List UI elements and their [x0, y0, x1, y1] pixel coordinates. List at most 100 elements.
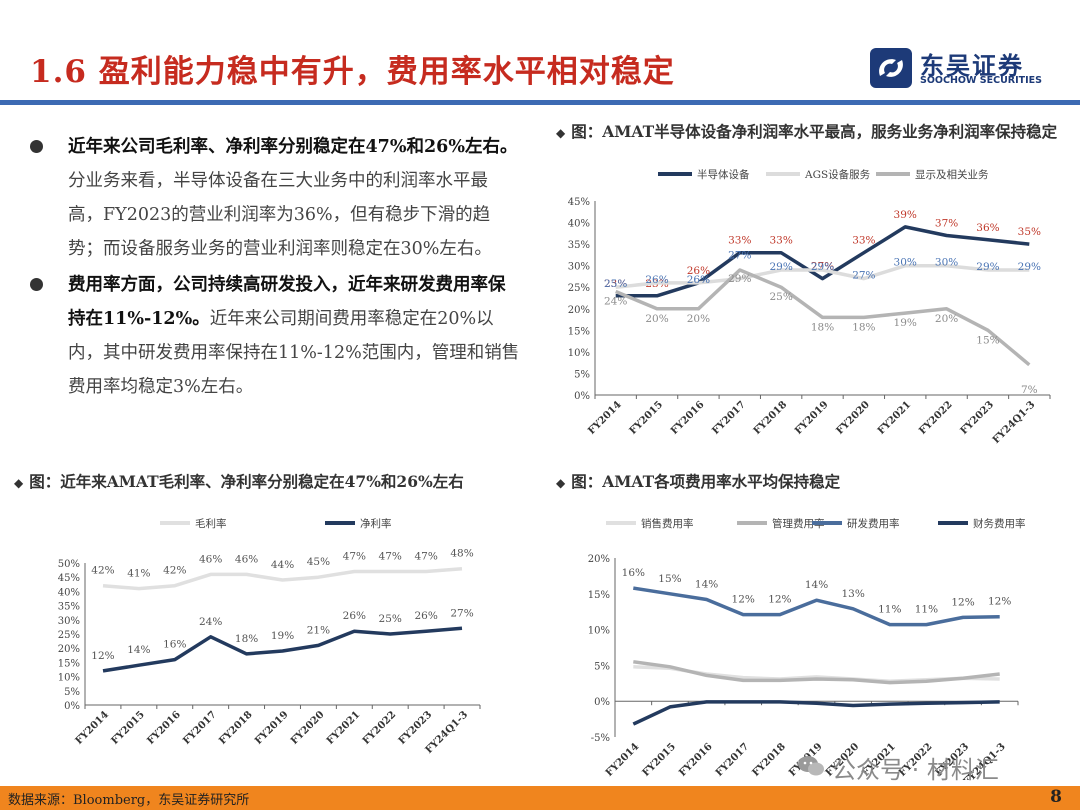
- y-tick-label: 40%: [58, 587, 80, 598]
- data-label: 13%: [841, 588, 864, 600]
- data-label: 29%: [769, 261, 792, 273]
- data-label: 33%: [728, 235, 751, 247]
- logo-mark-icon: [870, 48, 912, 88]
- bullet-body-text: 近年来公司期间费用率稳定在20%以内，其中研发费用率保持在11%-12%范围内，…: [68, 309, 520, 397]
- series-line: [632, 700, 1000, 726]
- data-label: 24%: [199, 616, 222, 628]
- chart-title-expenses: ◆ 图：AMAT各项费用率水平均保持稳定: [556, 469, 1071, 496]
- data-label: 39%: [894, 209, 917, 221]
- logo-text-en: SOOCHOW SECURITIES: [920, 75, 1042, 86]
- x-tick-label: FY2015: [109, 709, 147, 747]
- data-label: 15%: [976, 334, 999, 346]
- legend-label: 研发费用率: [847, 517, 900, 530]
- data-label: 20%: [645, 313, 668, 325]
- watermark: 公众号 · 材料汇: [832, 756, 999, 784]
- y-tick-label: 15%: [568, 326, 590, 337]
- x-tick-label: FY2017: [714, 741, 752, 779]
- y-tick-label: 45%: [58, 573, 80, 584]
- x-tick-label: FY2015: [628, 399, 666, 437]
- header-divider: [0, 100, 1080, 105]
- y-tick-label: 0%: [64, 701, 80, 712]
- legend-label: 财务费用率: [973, 517, 1026, 530]
- data-label: 42%: [91, 565, 114, 577]
- data-label: 24%: [604, 296, 627, 308]
- data-label: 29%: [976, 261, 999, 273]
- legend-label: 半导体设备: [697, 168, 750, 181]
- wechat-icon: [798, 756, 824, 776]
- x-tick-label: FY2020: [834, 399, 872, 437]
- data-label: 36%: [976, 222, 999, 234]
- bullet-dot-icon: [30, 278, 43, 291]
- bullet-body-text: 分业务来看，半导体设备在三大业务中的利润率水平最高，FY2023的营业利润率为3…: [68, 171, 492, 259]
- y-tick-label: 50%: [58, 559, 80, 570]
- page-title: 1.6 盈利能力稳中有升，费用率水平相对稳定: [30, 54, 675, 90]
- data-label: 29%: [1018, 261, 1041, 273]
- data-label: 33%: [769, 235, 792, 247]
- legend-label: 显示及相关业务: [915, 168, 989, 181]
- diamond-icon: ◆: [556, 126, 566, 140]
- y-tick-label: 35%: [568, 240, 590, 251]
- data-label: 27%: [728, 250, 751, 262]
- page-number: 8: [1050, 787, 1062, 807]
- x-tick-label: FY2023: [397, 709, 435, 747]
- x-tick-label: FY2018: [217, 709, 255, 747]
- y-tick-label: 20%: [58, 644, 80, 655]
- x-tick-label: FY2016: [145, 709, 183, 747]
- data-label: 46%: [199, 553, 222, 565]
- data-label: 11%: [915, 604, 938, 616]
- x-tick-label: FY2022: [917, 399, 955, 437]
- x-tick-label: FY2021: [876, 399, 914, 437]
- data-label: 47%: [379, 551, 402, 563]
- data-label: 12%: [951, 596, 974, 608]
- data-label: 18%: [811, 321, 834, 333]
- diamond-icon: ◆: [14, 476, 24, 490]
- x-tick-label: FY2019: [793, 399, 831, 437]
- y-tick-label: 10%: [58, 673, 80, 684]
- chart-title-margins: ◆ 图：近年来AMAT毛利率、净利率分别稳定在47%和26%左右: [14, 469, 544, 496]
- y-tick-label: 5%: [574, 369, 590, 380]
- bullet-bold-text: 费用率方面，公司持续高研发投入，近年来研发费用率保持在11%-12%。: [68, 275, 506, 329]
- data-label: 20%: [935, 313, 958, 325]
- data-label: 7%: [1021, 384, 1038, 396]
- x-tick-label: FY2016: [677, 741, 715, 779]
- footer-bar: 数据来源：Bloomberg，东吴证券研究所 8: [0, 786, 1080, 810]
- data-label: 19%: [894, 317, 917, 329]
- data-label: 19%: [271, 630, 294, 642]
- x-tick-label: FY2016: [669, 399, 707, 437]
- data-label: 25%: [379, 613, 402, 625]
- data-label: 15%: [658, 573, 681, 585]
- data-label: 14%: [127, 644, 150, 656]
- chart-title-segments: ◆ 图：AMAT半导体设备净利润率水平最高，服务业务净利润率保持稳定: [556, 119, 1071, 146]
- data-label: 26%: [687, 265, 710, 277]
- chart-margins: 毛利率 净利率 0% 5% 10% 15% 20% 25% 30% 35% 40% 45% 50% FY2…: [58, 517, 481, 756]
- series-line: [633, 660, 1000, 685]
- x-tick-label: FY2014: [74, 709, 112, 747]
- legend-label: 销售费用率: [641, 517, 694, 530]
- y-tick-label: 25%: [568, 283, 590, 294]
- y-tick-label: 45%: [568, 197, 590, 208]
- series-line: [102, 566, 463, 591]
- x-tick-label: FY2018: [752, 399, 790, 437]
- data-label: 25%: [604, 278, 627, 290]
- x-tick-label: FY2023: [959, 399, 997, 437]
- data-label: 27%: [852, 270, 875, 282]
- y-tick-label: 0%: [574, 391, 590, 402]
- data-label: 20%: [687, 313, 710, 325]
- data-label: 12%: [91, 650, 114, 662]
- y-tick-label: 25%: [58, 630, 80, 641]
- x-tick-label: FY2022: [361, 709, 399, 747]
- x-tick-label: FY2021: [325, 709, 363, 747]
- chart-title-text: 图：AMAT各项费用率水平均保持稳定: [571, 472, 841, 491]
- y-tick-label: 20%: [568, 305, 590, 316]
- y-tick-label: 0%: [594, 697, 610, 708]
- legend-label: 毛利率: [195, 517, 227, 530]
- bullet-item: 近年来公司毛利率、净利率分别稳定在47%和26%左右。分业务来看，半导体设备在三…: [30, 130, 520, 266]
- x-tick-label: FY2018: [750, 741, 788, 779]
- data-label: 47%: [343, 551, 366, 563]
- y-tick-label: 15%: [588, 590, 610, 601]
- data-label: 12%: [732, 594, 755, 606]
- y-tick-label: 5%: [594, 661, 610, 672]
- x-tick-label: FY2017: [710, 399, 748, 437]
- data-label: 45%: [307, 556, 330, 568]
- data-label: 27%: [450, 607, 473, 619]
